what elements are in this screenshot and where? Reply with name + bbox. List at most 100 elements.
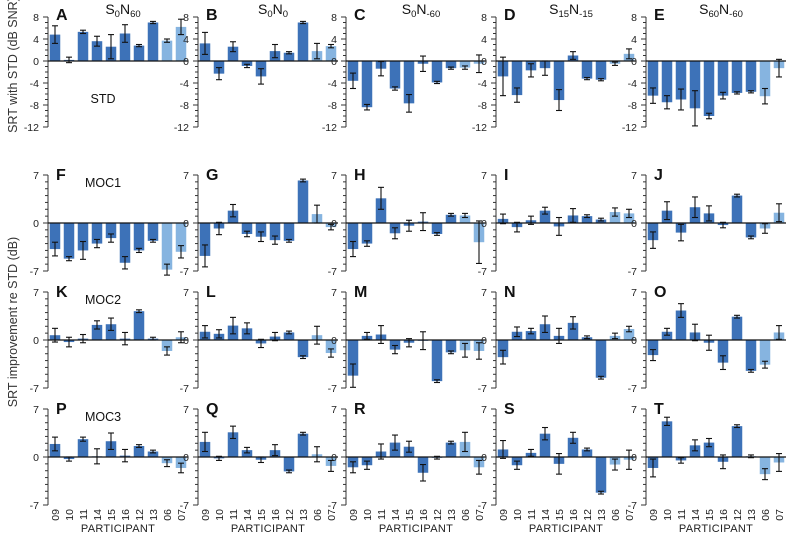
panel-letter-E: E <box>654 7 665 24</box>
error-bar-P-14 <box>94 448 100 465</box>
panel-O: 7 0 -7 O <box>628 284 786 395</box>
y-tick-label: -7 <box>328 383 337 395</box>
panel-M: 7 0 -7 M <box>328 284 486 395</box>
bar-T-06 <box>759 457 771 475</box>
bar-E-16 <box>717 61 729 96</box>
column-header-part: -60 <box>729 9 743 20</box>
error-bar-B-10 <box>216 67 222 81</box>
error-bar-N-12 <box>584 335 590 340</box>
bar-T-10 <box>661 421 673 457</box>
y-tick-label: 7 <box>631 287 637 299</box>
error-bar-I-15 <box>556 216 562 236</box>
error-bar-M-13 <box>448 350 454 355</box>
error-bar-L-12 <box>286 330 292 335</box>
error-bar-R-06 <box>462 431 468 453</box>
error-bar-O-07 <box>776 325 782 340</box>
x-tick-label: 09 <box>348 509 360 521</box>
strategy-label-MOC3: MOC3 <box>85 410 121 424</box>
column-header-part: N <box>416 1 426 17</box>
x-axis-title: PARTICIPANT <box>529 523 603 535</box>
y-tick-label: -12 <box>472 122 487 134</box>
bar-G-16 <box>269 223 281 241</box>
bar-C-14 <box>389 61 401 89</box>
error-bar-F-06 <box>164 263 170 276</box>
error-bar-J-09 <box>650 231 656 249</box>
error-bar-H-15 <box>406 219 412 232</box>
bar-E-11 <box>675 61 687 100</box>
column-header-part: -60 <box>427 9 441 20</box>
error-bar-Q-12 <box>286 469 292 474</box>
error-bar-A-14 <box>94 35 100 47</box>
bar-A-12 <box>133 45 145 61</box>
x-tick-label: 10 <box>512 509 524 521</box>
bar-C-13 <box>445 61 457 69</box>
panel-D: 8 4 0 -4 -8 -12 D <box>472 7 636 134</box>
column-header-part: N <box>719 1 729 17</box>
y-tick-label: 4 <box>631 34 637 46</box>
error-bar-I-16 <box>570 208 576 223</box>
x-tick-label: 16 <box>568 509 580 521</box>
y-tick-label: 4 <box>183 34 189 46</box>
bar-A-06 <box>161 40 173 61</box>
column-header-part: S <box>549 1 558 17</box>
x-tick-label: 13 <box>298 509 310 521</box>
y-tick-label: 7 <box>481 287 487 299</box>
x-tick-label: 14 <box>540 509 552 521</box>
panel-B: 8 4 0 -4 -8 -12 B <box>174 7 338 134</box>
bar-F-11 <box>77 223 89 251</box>
y-tick-label: -12 <box>622 122 637 134</box>
error-bar-D-09 <box>500 56 506 97</box>
bar-R-13 <box>445 442 457 457</box>
error-bar-I-13 <box>598 217 604 222</box>
y-tick-label: 0 <box>331 56 337 68</box>
error-bar-E-16 <box>720 91 726 100</box>
error-bar-Q-09 <box>202 431 208 453</box>
error-bar-C-16 <box>420 55 426 72</box>
error-bar-L-16 <box>272 331 278 342</box>
error-bar-J-14 <box>692 196 698 219</box>
error-bar-H-13 <box>448 212 454 217</box>
strategy-label-STD: STD <box>91 92 116 106</box>
x-axis-title: PARTICIPANT <box>81 523 155 535</box>
error-bar-M-09 <box>350 363 356 388</box>
error-bar-R-14 <box>392 434 398 451</box>
y-tick-label: 7 <box>183 404 189 416</box>
y-tick-label: 0 <box>631 452 637 464</box>
bar-Q-14 <box>241 450 253 457</box>
bar-S-16 <box>567 437 579 457</box>
y-tick-label: 0 <box>631 56 637 68</box>
y-tick-label: -7 <box>328 500 337 512</box>
x-tick-label: 16 <box>270 509 282 521</box>
bar-E-12 <box>731 61 743 93</box>
y-tick-label: 7 <box>33 170 39 182</box>
error-bar-S-13 <box>598 490 604 495</box>
error-bar-J-13 <box>748 235 754 240</box>
x-tick-label: 16 <box>718 509 730 521</box>
error-bar-Q-06 <box>314 446 320 463</box>
bar-M-12 <box>431 340 443 382</box>
x-tick-label: 11 <box>78 509 90 520</box>
y-tick-label: -12 <box>174 122 189 134</box>
error-bar-B-15 <box>258 68 264 85</box>
error-bar-F-09 <box>52 241 58 257</box>
bar-I-12 <box>581 216 593 223</box>
error-bar-N-07 <box>626 325 632 333</box>
error-bar-C-13 <box>448 66 454 70</box>
bar-M-13 <box>445 340 457 353</box>
y-tick-label: -4 <box>628 78 637 90</box>
x-tick-label: 06 <box>312 509 324 521</box>
x-tick-label: 14 <box>390 509 402 521</box>
error-bar-E-09 <box>650 87 656 104</box>
panel-letter-P: P <box>56 401 67 418</box>
error-bar-L-11 <box>230 316 236 335</box>
bar-C-09 <box>347 61 359 81</box>
error-bar-N-09 <box>500 349 506 365</box>
panel-C: 8 4 0 -4 -8 -12 C <box>322 7 486 134</box>
column-header-2: S0N-60 <box>402 1 441 20</box>
panel-H: 7 0 -7 H <box>328 167 486 278</box>
bar-I-06 <box>609 212 621 223</box>
y-tick-label: 0 <box>183 452 189 464</box>
error-bar-O-09 <box>650 349 656 362</box>
